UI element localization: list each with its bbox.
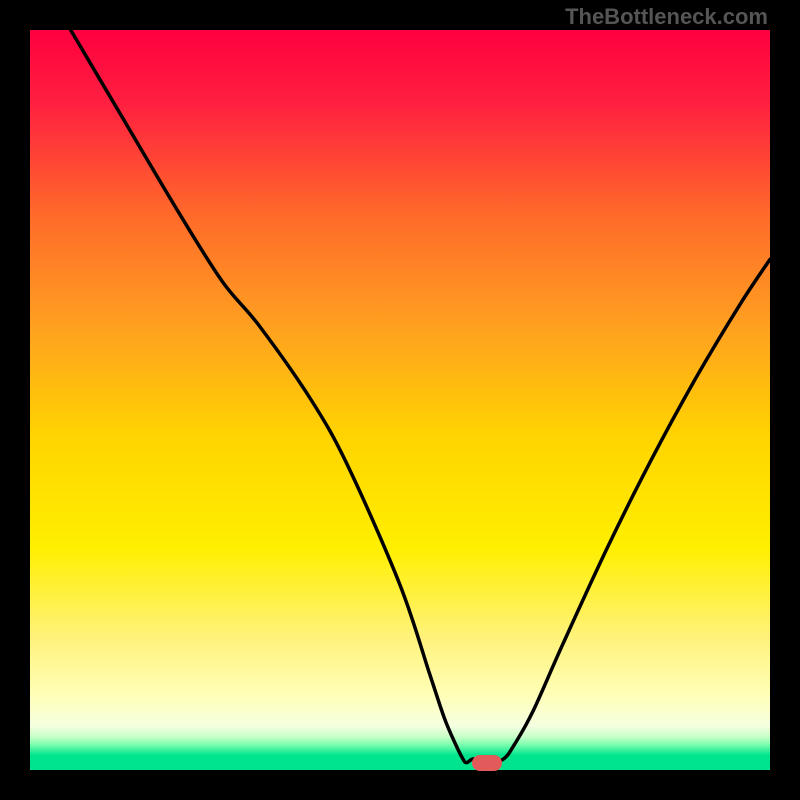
bottleneck-curve bbox=[30, 30, 770, 770]
watermark-text: TheBottleneck.com bbox=[565, 4, 768, 30]
chart-container: TheBottleneck.com bbox=[0, 0, 800, 800]
optimum-marker bbox=[472, 755, 502, 771]
plot-area bbox=[30, 30, 770, 770]
